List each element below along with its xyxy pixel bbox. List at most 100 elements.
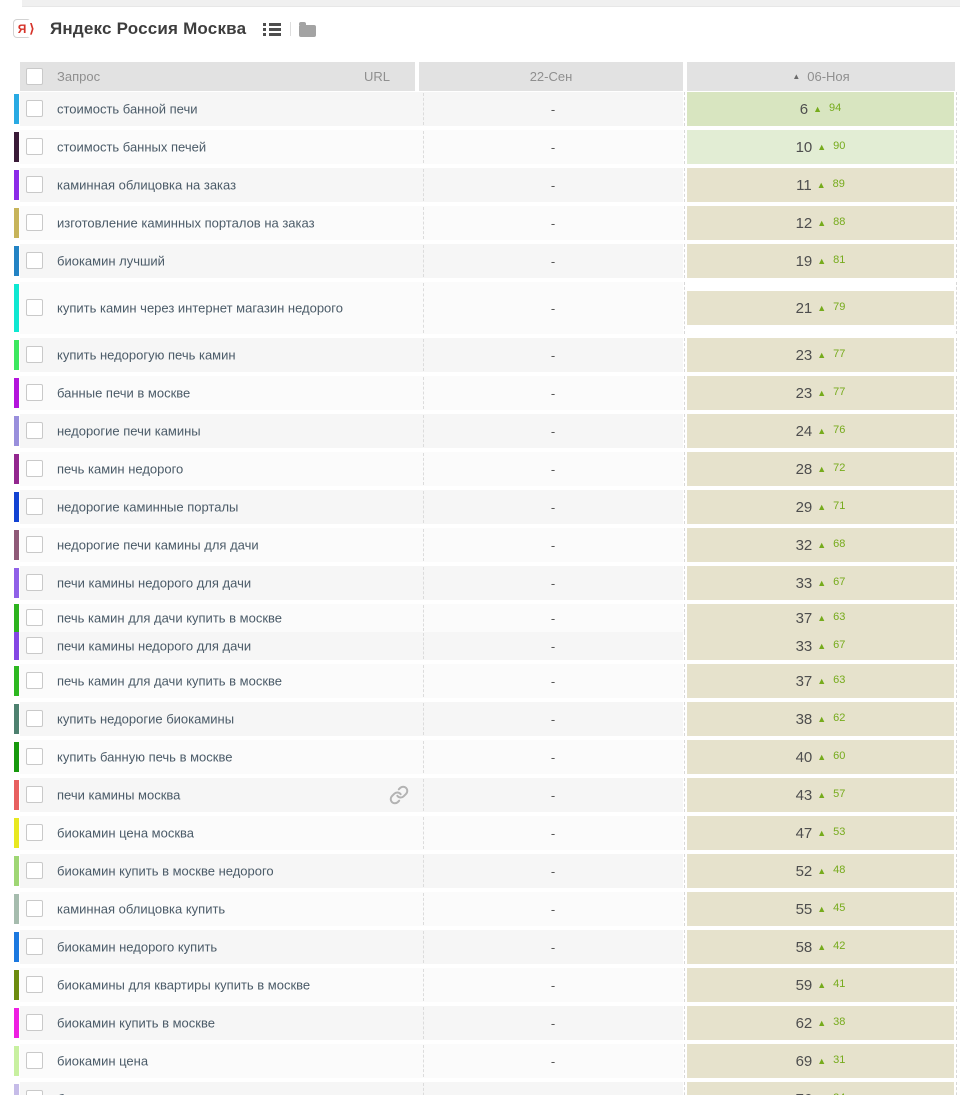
position-cell[interactable]: 21 ▲ 79 <box>687 291 954 325</box>
row-checkbox[interactable] <box>26 252 43 269</box>
position-change: 77 <box>833 386 846 398</box>
row-checkbox[interactable] <box>26 1090 43 1095</box>
keyword-label[interactable]: биокамин недорого купить <box>57 939 218 955</box>
position-cell[interactable]: 12 ▲ 88 <box>687 206 954 240</box>
row-checkbox[interactable] <box>26 824 43 841</box>
row-checkbox[interactable] <box>26 672 43 689</box>
row-checkbox[interactable] <box>26 346 43 363</box>
position-cell[interactable]: 47 ▲ 53 <box>687 816 954 850</box>
keyword-label[interactable]: недорогие печи камины для дачи <box>57 537 259 553</box>
row-checkbox[interactable] <box>26 100 43 117</box>
keyword-label[interactable]: биокамин купить в москве недорого <box>57 863 274 879</box>
select-all-checkbox[interactable] <box>26 68 43 85</box>
position-cell[interactable]: 24 ▲ 76 <box>687 414 954 448</box>
list-view-icon[interactable] <box>263 22 282 36</box>
keyword-label[interactable]: биокамины недорого <box>57 1092 184 1095</box>
row-checkbox[interactable] <box>26 214 43 231</box>
position-cell[interactable]: 28 ▲ 72 <box>687 452 954 486</box>
position-cell[interactable]: 10 ▲ 90 <box>687 130 954 164</box>
column-separator <box>423 969 424 1001</box>
keyword-label[interactable]: биокамин цена <box>57 1053 149 1069</box>
position-change: 57 <box>833 788 846 800</box>
row-checkbox[interactable] <box>26 498 43 515</box>
keyword-label[interactable]: банные печи в москве <box>57 385 191 401</box>
keyword-label[interactable]: купить недорогие биокамины <box>57 711 235 727</box>
position-cell[interactable]: 40 ▲ 60 <box>687 740 954 774</box>
row-main: биокамин лучший - <box>20 244 683 278</box>
position-cell[interactable]: 52 ▲ 48 <box>687 854 954 888</box>
position-cell[interactable]: 69 ▲ 31 <box>687 1044 954 1078</box>
folder-icon[interactable] <box>299 21 317 37</box>
row-checkbox[interactable] <box>26 637 43 654</box>
prev-position-value: - <box>550 461 556 477</box>
row-checkbox[interactable] <box>26 862 43 879</box>
row-checkbox[interactable] <box>26 938 43 955</box>
position-cell[interactable]: 19 ▲ 81 <box>687 244 954 278</box>
keyword-label[interactable]: биокамины для квартиры купить в москве <box>57 977 311 993</box>
up-arrow-icon: ▲ <box>817 350 827 360</box>
position-cell[interactable]: 76 ▲ 24 <box>687 1082 954 1095</box>
row-checkbox[interactable] <box>26 786 43 803</box>
row-checkbox[interactable] <box>26 384 43 401</box>
position-cell[interactable]: 33 ▲ 67 <box>687 632 954 660</box>
keyword-label[interactable]: печь камин для дачи купить в москве <box>57 610 283 626</box>
keyword-label[interactable]: стоимость банной печи <box>57 101 198 117</box>
position-cell[interactable]: 11 ▲ 89 <box>687 168 954 202</box>
current-date-column-header[interactable]: ▲ 06-Ноя <box>687 62 955 91</box>
keyword-label[interactable]: каминная облицовка на заказ <box>57 177 237 193</box>
keyword-label[interactable]: купить камин через интернет магазин недо… <box>57 300 343 316</box>
keyword-label[interactable]: биокамин цена москва <box>57 825 195 841</box>
keyword-label[interactable]: каминная облицовка купить <box>57 901 226 917</box>
position-cell[interactable]: 58 ▲ 42 <box>687 930 954 964</box>
row-checkbox[interactable] <box>26 1014 43 1031</box>
position-cell[interactable]: 23 ▲ 77 <box>687 338 954 372</box>
row-checkbox[interactable] <box>26 710 43 727</box>
position-value: 62 <box>795 1014 813 1032</box>
row-checkbox[interactable] <box>26 536 43 553</box>
position-cell[interactable]: 43 ▲ 57 <box>687 778 954 812</box>
row-main: биокамин цена - <box>20 1044 683 1078</box>
position-cell[interactable]: 62 ▲ 38 <box>687 1006 954 1040</box>
keyword-label[interactable]: биокамин купить в москве <box>57 1015 215 1031</box>
query-column-header[interactable]: Запрос URL <box>20 62 415 91</box>
row-checkbox[interactable] <box>26 1052 43 1069</box>
position-cell[interactable]: 59 ▲ 41 <box>687 968 954 1002</box>
keyword-color-bar <box>14 416 19 446</box>
row-checkbox[interactable] <box>26 176 43 193</box>
query-column-label: Запрос <box>57 69 101 84</box>
keyword-label[interactable]: печи камины недорого для дачи <box>57 638 252 654</box>
position-cell[interactable]: 37 ▲ 63 <box>687 664 954 698</box>
keyword-label[interactable]: печи камины москва <box>57 787 181 803</box>
position-cell[interactable]: 6 ▲ 94 <box>687 92 954 126</box>
row-checkbox[interactable] <box>26 609 43 626</box>
row-checkbox[interactable] <box>26 748 43 765</box>
row-checkbox[interactable] <box>26 138 43 155</box>
row-checkbox[interactable] <box>26 460 43 477</box>
row-checkbox[interactable] <box>26 299 43 316</box>
position-cell-wrap: 19 ▲ 81 <box>684 244 957 278</box>
position-cell[interactable]: 23 ▲ 77 <box>687 376 954 410</box>
keyword-label[interactable]: купить банную печь в москве <box>57 749 233 765</box>
prev-date-column-header[interactable]: 22-Сен <box>419 62 683 91</box>
keyword-label[interactable]: стоимость банных печей <box>57 139 207 155</box>
position-cell[interactable]: 33 ▲ 67 <box>687 566 954 600</box>
keyword-label[interactable]: недорогие каминные порталы <box>57 499 239 515</box>
row-checkbox[interactable] <box>26 422 43 439</box>
keyword-label[interactable]: печь камин недорого <box>57 461 184 477</box>
url-column-label[interactable]: URL <box>363 69 390 84</box>
link-icon[interactable] <box>389 785 409 805</box>
row-checkbox[interactable] <box>26 900 43 917</box>
keyword-label[interactable]: купить недорогую печь камин <box>57 347 236 363</box>
row-checkbox[interactable] <box>26 976 43 993</box>
keyword-label[interactable]: печь камин для дачи купить в москве <box>57 673 283 689</box>
keyword-label[interactable]: недорогие печи камины <box>57 423 201 439</box>
keyword-label[interactable]: печи камины недорого для дачи <box>57 575 252 591</box>
position-cell[interactable]: 37 ▲ 63 <box>687 604 954 632</box>
position-cell[interactable]: 55 ▲ 45 <box>687 892 954 926</box>
position-cell[interactable]: 32 ▲ 68 <box>687 528 954 562</box>
row-checkbox[interactable] <box>26 574 43 591</box>
keyword-label[interactable]: биокамин лучший <box>57 253 165 269</box>
position-cell[interactable]: 29 ▲ 71 <box>687 490 954 524</box>
position-cell[interactable]: 38 ▲ 62 <box>687 702 954 736</box>
keyword-label[interactable]: изготовление каминных порталов на заказ <box>57 215 315 231</box>
